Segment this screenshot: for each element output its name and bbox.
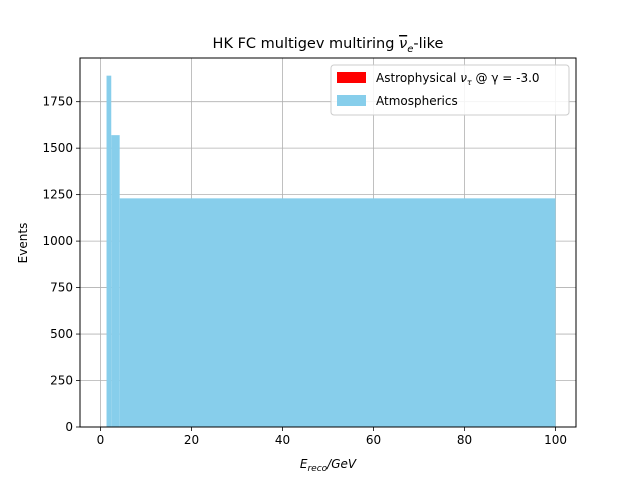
y-tick-label: 0: [65, 420, 73, 434]
legend-label-atmospherics: Atmospherics: [376, 94, 458, 108]
histogram-bar: [111, 135, 120, 427]
x-tick-label: 60: [366, 433, 381, 447]
legend-label-astrophysical: Astrophysical ντ @ γ = -3.0: [376, 71, 540, 87]
x-tick-label: 40: [275, 433, 290, 447]
legend: Astrophysical ντ @ γ = -3.0 Atmospherics: [330, 64, 570, 116]
legend-swatch-atmospherics: [337, 95, 366, 106]
y-tick-label: 1750: [42, 95, 73, 109]
x-axis-ticks: 0 20 40 60 80 100: [97, 427, 567, 447]
x-tick-label: 20: [184, 433, 199, 447]
y-axis-ticks: 0 250 500 750 1000 1250 1500 1750: [42, 95, 80, 434]
y-tick-label: 1000: [42, 234, 73, 248]
x-tick-label: 100: [544, 433, 567, 447]
x-axis-label: Ereco/GeV: [300, 457, 357, 474]
legend-swatch-astrophysical: [337, 72, 366, 83]
chart-title: HK FC multigev multiring νe-like: [213, 36, 444, 55]
x-tick-label: 80: [457, 433, 472, 447]
legend-box: [330, 64, 570, 116]
y-tick-label: 500: [50, 327, 73, 341]
plot-frame: [79, 57, 577, 428]
histogram-bar: [106, 75, 112, 428]
histogram-bars: [106, 75, 556, 428]
y-tick-label: 1500: [42, 141, 73, 155]
y-axis-label: Events: [16, 223, 30, 264]
x-tick-label: 0: [97, 433, 105, 447]
histogram-bar: [119, 198, 556, 427]
y-tick-label: 750: [50, 281, 73, 295]
y-tick-label: 250: [50, 374, 73, 388]
y-tick-label: 1250: [42, 188, 73, 202]
